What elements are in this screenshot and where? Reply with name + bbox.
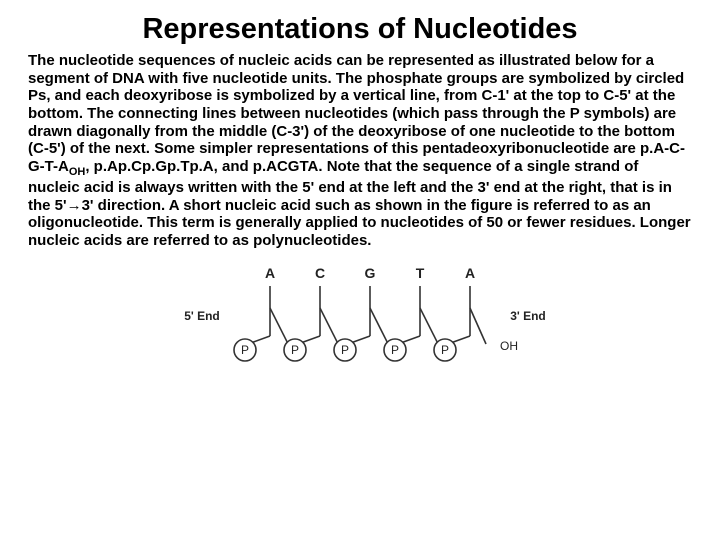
svg-text:OH: OH (500, 339, 518, 353)
page-title: Representations of Nucleotides (28, 14, 692, 46)
nucleotide-diagram: 5' End 3' End A P C P G P T P A P OH (150, 258, 570, 373)
svg-text:3' End: 3' End (510, 309, 546, 323)
svg-text:A: A (265, 265, 275, 281)
svg-text:P: P (341, 343, 349, 357)
svg-text:P: P (391, 343, 399, 357)
svg-text:P: P (441, 343, 449, 357)
figure-container: 5' End 3' End A P C P G P T P A P OH (28, 258, 692, 373)
body-text: The nucleotide sequences of nucleic acid… (28, 52, 692, 250)
svg-text:G: G (365, 265, 376, 281)
svg-text:P: P (241, 343, 249, 357)
svg-text:A: A (465, 265, 475, 281)
svg-text:T: T (416, 265, 425, 281)
svg-text:5' End: 5' End (184, 309, 220, 323)
svg-text:C: C (315, 265, 325, 281)
svg-text:P: P (291, 343, 299, 357)
